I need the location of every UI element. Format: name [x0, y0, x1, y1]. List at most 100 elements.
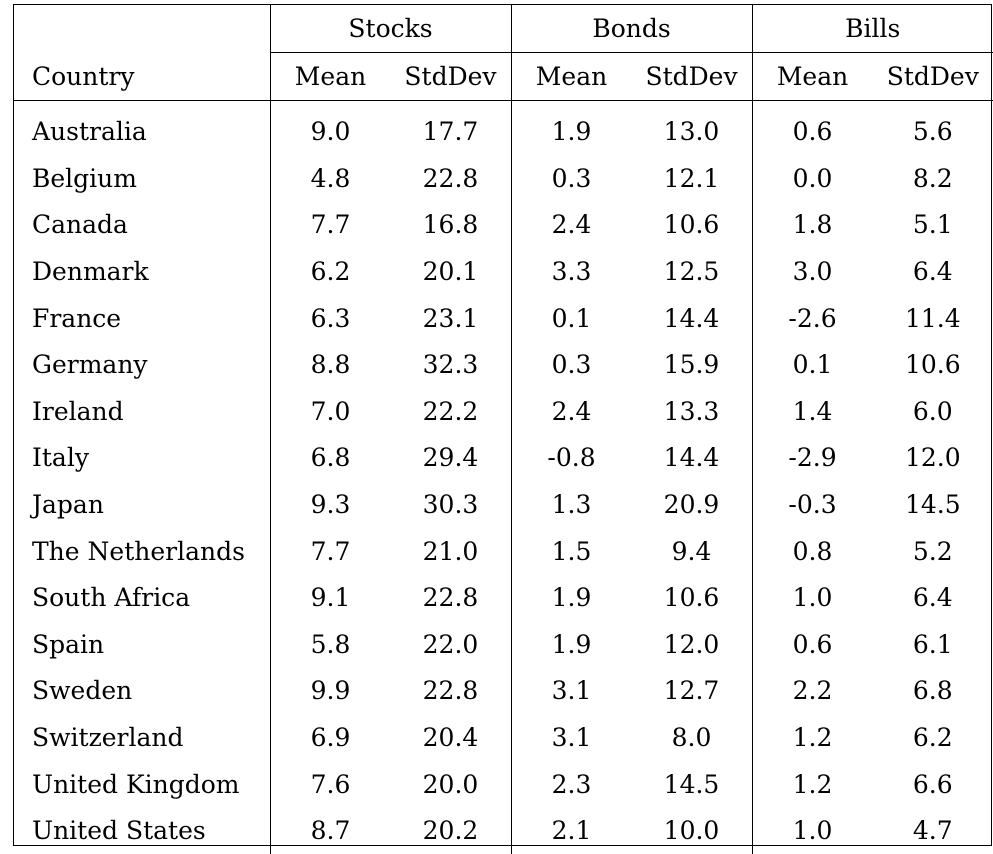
- bills-mean-cell: 1.0: [792, 583, 833, 613]
- bonds-stddev-cell: 14.4: [631, 294, 753, 342]
- table-row: South Africa 9.1 22.8 1.9 10.6 1.0 6.4: [14, 574, 993, 621]
- stocks-mean-cell: 7.7: [310, 536, 351, 566]
- bills-mean-cell: 1.0: [792, 816, 833, 846]
- country-cell: Canada: [14, 201, 271, 249]
- table-row: Canada 7.7 16.8 2.4 10.6 1.8 5.1: [14, 201, 993, 249]
- bonds-mean-cell: 2.4: [551, 396, 592, 426]
- table-row: Australia 9.0 17.7 1.9 13.0 0.6 5.6: [14, 100, 993, 155]
- bills-stddev-cell: 8.2: [912, 163, 953, 193]
- bonds-mean-cell: 1.9: [551, 116, 592, 146]
- table-row: Switzerland 6.9 20.4 3.1 8.0 1.2 6.2: [14, 714, 993, 761]
- stocks-stddev-cell: 23.1: [390, 294, 512, 342]
- stocks-stddev-cell: 29.4: [390, 434, 512, 482]
- bonds-stddev-cell: 12.0: [631, 620, 753, 668]
- bills-mean-cell: 1.8: [792, 210, 833, 240]
- table-row: Denmark 6.2 20.1 3.3 12.5 3.0 6.4: [14, 248, 993, 295]
- bills-mean-cell: 0.1: [792, 350, 833, 380]
- bills-mean-cell: 3.0: [792, 256, 833, 286]
- table-row: Germany 8.8 32.3 0.3 15.9 0.1 10.6: [14, 341, 993, 388]
- bills-mean-cell: 2.2: [792, 676, 833, 706]
- column-header-bills-stddev: StdDev: [872, 52, 993, 101]
- stocks-stddev-cell: 22.8: [390, 574, 512, 621]
- column-header-bills-mean: Mean: [752, 52, 873, 101]
- bills-stddev-cell: 12.0: [904, 443, 961, 473]
- bonds-stddev-cell: 10.6: [631, 201, 753, 249]
- bills-stddev-cell: 6.6: [912, 769, 953, 799]
- stocks-stddev-cell: 20.2: [390, 807, 512, 854]
- table-row: Ireland 7.0 22.2 2.4 13.3 1.4 6.0: [14, 387, 993, 435]
- bills-mean-cell: 0.0: [792, 163, 833, 193]
- bonds-mean-cell: 0.1: [551, 303, 592, 333]
- bills-stddev-cell: 4.7: [912, 816, 953, 846]
- country-cell: United Kingdom: [14, 760, 271, 808]
- bonds-mean-cell: 1.5: [551, 536, 592, 566]
- group-header-bonds: Bonds: [511, 5, 753, 53]
- bonds-stddev-cell: 12.7: [631, 667, 753, 715]
- bills-stddev-cell: 5.2: [912, 536, 953, 566]
- bonds-stddev-cell: 20.9: [631, 481, 753, 528]
- group-header-bills: Bills: [752, 5, 993, 53]
- bonds-mean-cell: 0.3: [551, 163, 592, 193]
- stocks-mean-cell: 9.1: [310, 583, 351, 613]
- bills-stddev-cell: 6.8: [912, 676, 953, 706]
- stocks-stddev-cell: 20.4: [390, 714, 512, 761]
- bonds-mean-cell: -0.8: [547, 443, 596, 473]
- bonds-mean-cell: 1.9: [551, 629, 592, 659]
- bills-stddev-cell: 6.4: [912, 256, 953, 286]
- bonds-stddev-cell: 12.1: [631, 155, 753, 202]
- column-header-country: Country: [14, 52, 271, 101]
- bonds-mean-cell: 2.1: [551, 816, 592, 846]
- country-cell: France: [14, 294, 271, 342]
- bonds-mean-cell: 1.3: [551, 489, 592, 519]
- stocks-stddev-cell: 16.8: [390, 201, 512, 249]
- bills-stddev-cell: 6.2: [912, 722, 953, 752]
- country-cell: Sweden: [14, 667, 271, 715]
- stocks-stddev-cell: 17.7: [390, 100, 512, 155]
- stocks-stddev-cell: 22.2: [390, 387, 512, 435]
- returns-table: Stocks Bonds Bills Country Mean StdDev M…: [14, 5, 993, 854]
- table-row: Sweden 9.9 22.8 3.1 12.7 2.2 6.8: [14, 667, 993, 715]
- bills-mean-cell: 0.6: [792, 116, 833, 146]
- bonds-stddev-cell: 14.4: [631, 434, 753, 482]
- bills-stddev-cell: 10.6: [904, 350, 961, 380]
- bills-stddev-cell: 11.4: [904, 303, 961, 333]
- bills-mean-cell: 1.4: [792, 396, 833, 426]
- stocks-mean-cell: 6.9: [310, 722, 351, 752]
- stocks-mean-cell: 6.2: [310, 256, 351, 286]
- column-header-stocks-mean: Mean: [270, 52, 391, 101]
- table-row: Japan 9.3 30.3 1.3 20.9 -0.3 14.5: [14, 481, 993, 528]
- bills-stddev-cell: 5.1: [912, 210, 953, 240]
- bills-mean-cell: -0.3: [788, 489, 837, 519]
- bills-mean-cell: 1.2: [792, 769, 833, 799]
- bonds-stddev-cell: 14.5: [631, 760, 753, 808]
- country-cell: Japan: [14, 481, 271, 528]
- country-cell: Italy: [14, 434, 271, 482]
- header-blank-cell: [14, 5, 271, 53]
- bonds-mean-cell: 3.1: [551, 722, 592, 752]
- country-cell: United States: [14, 807, 271, 854]
- group-header-row: Stocks Bonds Bills: [14, 5, 993, 53]
- country-cell: The Netherlands: [14, 527, 271, 575]
- country-cell: Australia: [14, 100, 271, 155]
- country-cell: Switzerland: [14, 714, 271, 761]
- country-cell: Spain: [14, 620, 271, 668]
- stocks-stddev-cell: 22.0: [390, 620, 512, 668]
- stocks-stddev-cell: 22.8: [390, 667, 512, 715]
- stocks-mean-cell: 6.8: [310, 443, 351, 473]
- bonds-stddev-cell: 13.0: [631, 100, 753, 155]
- bills-mean-cell: 0.8: [792, 536, 833, 566]
- returns-table-container: Stocks Bonds Bills Country Mean StdDev M…: [13, 4, 993, 854]
- bonds-stddev-cell: 9.4: [631, 527, 753, 575]
- table-row: United Kingdom 7.6 20.0 2.3 14.5 1.2 6.6: [14, 760, 993, 808]
- bonds-mean-cell: 3.3: [551, 256, 592, 286]
- stocks-mean-cell: 8.8: [310, 350, 351, 380]
- stocks-mean-cell: 9.0: [310, 116, 351, 146]
- stocks-mean-cell: 7.0: [310, 396, 351, 426]
- bills-stddev-cell: 6.4: [912, 583, 953, 613]
- stocks-mean-cell: 5.8: [310, 629, 351, 659]
- group-header-stocks: Stocks: [270, 5, 512, 53]
- stocks-mean-cell: 9.3: [310, 489, 351, 519]
- bonds-stddev-cell: 13.3: [631, 387, 753, 435]
- stocks-stddev-cell: 30.3: [390, 481, 512, 528]
- bonds-stddev-cell: 8.0: [631, 714, 753, 761]
